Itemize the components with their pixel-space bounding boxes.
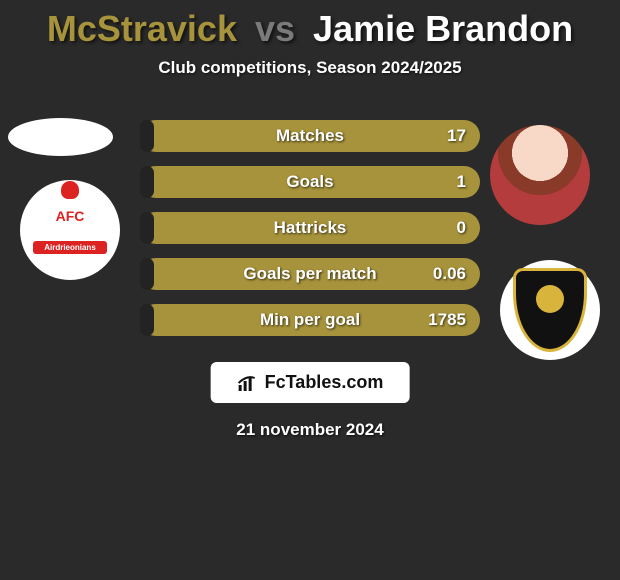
player-left-avatar [8,118,113,156]
stats-bars: Matches 17 Goals 1 Hattricks 0 Goals per match… [140,120,480,350]
brand-badge: FcTables.com [211,362,410,403]
stat-value: 1785 [428,310,466,330]
stat-bar: Min per goal 1785 [140,304,480,336]
team-left-name: Airdrieonians [33,241,107,254]
footer-date: 21 november 2024 [236,420,383,440]
stat-value: 0.06 [433,264,466,284]
title-vs: vs [255,8,295,49]
shield-icon [513,268,587,352]
page-title: McStravick vs Jamie Brandon [0,0,620,50]
stat-label: Goals per match [243,264,376,284]
stat-label: Min per goal [260,310,360,330]
team-left-abbrev: AFC [47,193,93,239]
stat-bar: Goals 1 [140,166,480,198]
stat-bar-fill [140,166,154,198]
stat-label: Goals [286,172,333,192]
stat-bar-fill [140,258,154,290]
team-right-badge [500,260,600,360]
stat-bar-fill [140,212,154,244]
chart-icon [237,373,259,393]
stat-bar: Hattricks 0 [140,212,480,244]
stat-bar: Goals per match 0.06 [140,258,480,290]
title-player-left: McStravick [47,8,237,49]
stat-bar-fill [140,120,154,152]
stat-bar: Matches 17 [140,120,480,152]
stat-label: Matches [276,126,344,146]
stat-bar-fill [140,304,154,336]
player-right-avatar [490,125,590,225]
brand-text: FcTables.com [265,372,384,393]
stat-value: 17 [447,126,466,146]
stat-value: 0 [457,218,466,238]
stat-value: 1 [457,172,466,192]
subtitle: Club competitions, Season 2024/2025 [0,58,620,78]
stat-label: Hattricks [274,218,347,238]
title-player-right: Jamie Brandon [313,8,573,49]
team-left-badge: AFC Airdrieonians [20,180,120,280]
